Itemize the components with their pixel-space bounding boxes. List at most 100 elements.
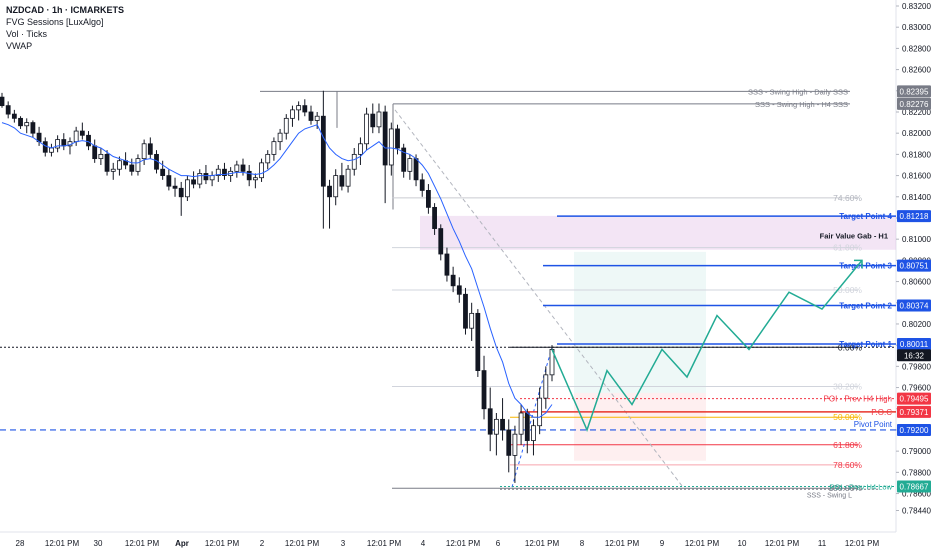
vwap-line (1, 122, 553, 418)
time-tick-label: 28 (16, 539, 25, 548)
price-badge-label: 0.78667 (900, 482, 929, 491)
target-label: Target Point 3 (839, 262, 892, 271)
swing-high-h4-label: SSS - Swing High - H4 SSS (755, 100, 848, 109)
time-tick-label: 12:01 PM (765, 539, 800, 548)
candle-body (172, 185, 178, 189)
candle-body (86, 134, 91, 147)
time-tick-label: 12:01 PM (446, 539, 481, 548)
price-tick-label: 0.82200 (902, 108, 931, 117)
candle-body (450, 274, 456, 287)
poc-label: P.O.C (871, 408, 892, 417)
price-badge (897, 259, 931, 272)
candle-body (24, 122, 30, 127)
fib-level-label: 78.60% (833, 460, 862, 470)
candle-body (234, 164, 240, 172)
candle-body (463, 293, 468, 329)
time-tick-label: 6 (496, 539, 501, 548)
candle-body (518, 412, 524, 435)
candle-body (339, 175, 345, 187)
fib-level-label: 38.20% (833, 381, 862, 391)
time-tick-label: 12:01 PM (525, 539, 560, 548)
candle-body (246, 170, 252, 181)
candle-body (419, 179, 425, 191)
candle-body (135, 158, 141, 172)
time-tick-label: 8 (580, 539, 585, 548)
target-box (574, 251, 706, 393)
time-tick-label: 12:01 PM (205, 539, 240, 548)
time-tick-label: 12:01 PM (845, 539, 880, 548)
price-tick-label: 0.83000 (902, 23, 931, 32)
candle-body (358, 143, 363, 155)
candle-body (265, 153, 271, 164)
candle-body (11, 113, 17, 119)
candle-body (147, 143, 153, 155)
time-tick-label: 12:01 PM (605, 539, 640, 548)
candle-body (191, 179, 196, 185)
indicator-vwap-label[interactable]: VWAP (6, 41, 33, 51)
price-badge-label: 0.80011 (900, 340, 929, 349)
time-tick-label: 30 (94, 539, 103, 548)
projection-path (551, 259, 863, 432)
candle-body (481, 370, 487, 410)
candle-body (197, 173, 203, 185)
candle-body (178, 187, 184, 198)
candle-body (73, 130, 79, 143)
projection-arrowhead (854, 259, 863, 269)
price-tick-label: 0.78440 (902, 507, 931, 516)
price-badge (897, 299, 931, 312)
candle-body (308, 111, 314, 121)
price-badge-label: 16:32 (904, 351, 925, 360)
price-badge-label: 0.79495 (900, 395, 929, 404)
price-badge (897, 392, 931, 405)
target-label: Target Point 1 (839, 340, 892, 349)
fib-level-label: 50.00% (833, 412, 862, 422)
candle-body (215, 168, 221, 176)
time-tick-label: 4 (421, 539, 426, 548)
fvg-zone (420, 215, 896, 250)
price-badge-label: 0.79371 (900, 408, 929, 417)
candle-body (487, 408, 493, 435)
candle-body (537, 397, 543, 427)
symbol-title[interactable]: NZDCAD · 1h · ICMARKETS (6, 5, 124, 15)
candle-body (209, 175, 215, 181)
time-tick-label: 9 (660, 539, 665, 548)
time-tick-label: 2 (260, 539, 265, 548)
price-badge-label: 0.82395 (900, 87, 929, 96)
indicator-volume-label[interactable]: Vol · Ticks (6, 29, 48, 39)
candle-body (401, 147, 407, 172)
candle-body (506, 429, 512, 456)
time-tick-label: 12:01 PM (285, 539, 320, 548)
poi-low-label: POI - Prev H4 Low (829, 482, 892, 491)
candle-body (117, 160, 122, 170)
price-badge (897, 349, 931, 362)
candle-body (370, 113, 376, 128)
time-tick-label: 10 (738, 539, 747, 548)
candle-body (160, 168, 166, 176)
time-tick-label: 11 (818, 539, 827, 548)
candle-body (0, 96, 5, 107)
time-tick-label: 12:01 PM (45, 539, 80, 548)
candle-body (382, 111, 388, 166)
candle-body (493, 418, 499, 435)
price-badge (897, 480, 931, 493)
candle-body (55, 139, 61, 149)
price-badge (897, 337, 931, 350)
candle-body (314, 115, 320, 121)
poi-high-label: POI - Prev H4 High (824, 395, 892, 404)
candle-body (438, 228, 444, 255)
fib-trend-diagonal (394, 109, 684, 488)
candle-body (469, 312, 475, 329)
price-badge-label: 0.81218 (900, 212, 929, 221)
candle-body (259, 162, 264, 179)
indicator-fvg-label[interactable]: FVG Sessions [LuxAlgo] (6, 17, 104, 27)
candle-body (30, 122, 36, 134)
candle-body (444, 253, 450, 276)
candle-body (456, 285, 462, 295)
candle-body (320, 115, 326, 187)
price-tick-label: 0.83200 (902, 2, 931, 11)
candle-body (426, 190, 431, 208)
price-tick-label: 0.81000 (902, 235, 931, 244)
candle-body (500, 418, 505, 431)
candle-body (512, 433, 518, 456)
